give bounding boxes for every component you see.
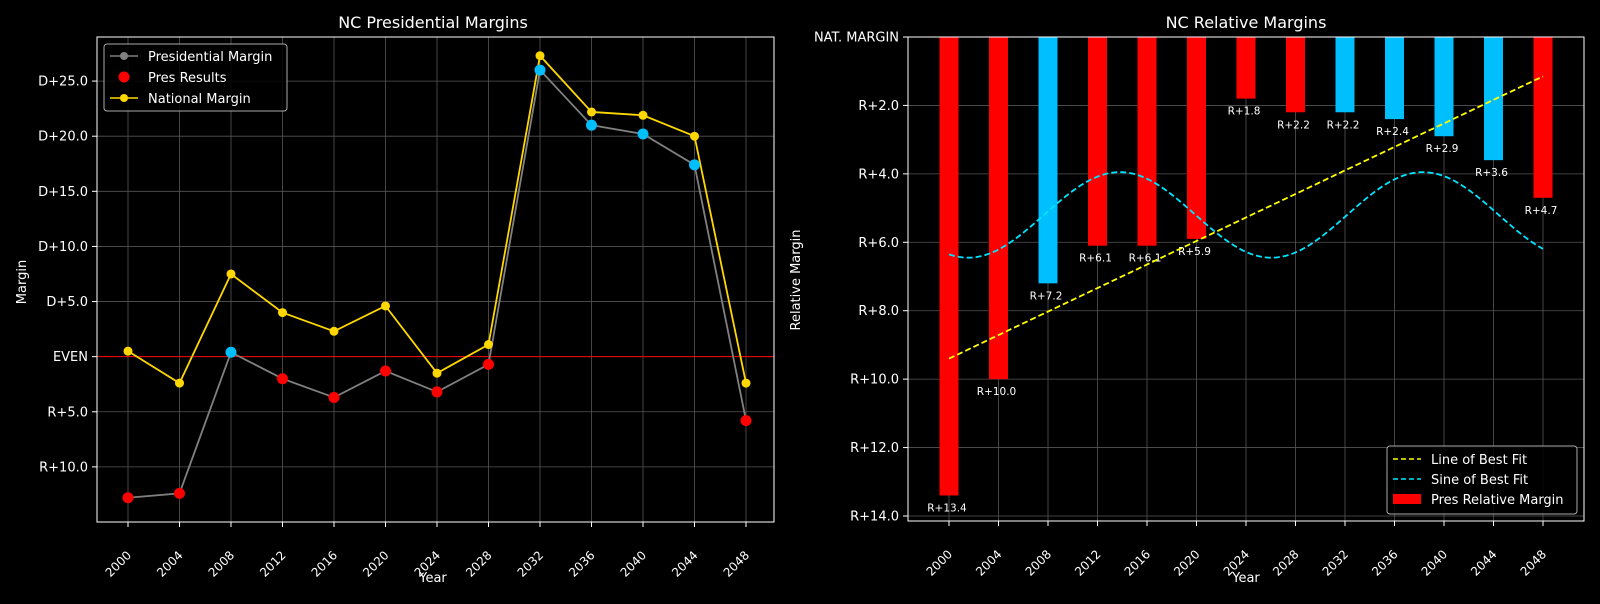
right-y-tick-label: R+6.0 bbox=[858, 236, 899, 251]
bar-data-label: R+1.8 bbox=[1228, 106, 1261, 118]
relative-margin-bar bbox=[1088, 37, 1107, 246]
left-grid bbox=[97, 37, 774, 522]
legend-label-pres-relative-margin: Pres Relative Margin bbox=[1431, 493, 1564, 508]
national-margin-point bbox=[175, 378, 184, 388]
pres-result-point bbox=[637, 128, 649, 140]
left-y-tick-label: D+15.0 bbox=[38, 185, 88, 200]
pres-result-point bbox=[277, 373, 288, 385]
bar-data-label: R+2.4 bbox=[1376, 126, 1409, 138]
bar-data-label: R+2.9 bbox=[1426, 143, 1459, 155]
right-y-tick-label: NAT. MARGIN bbox=[814, 31, 899, 46]
right-bar-labels: R+13.4 R+10.0 R+7.2 R+6.1 R+6.1 R+5.9 R+1.8 R+2… bbox=[927, 106, 1557, 515]
national-margin-point bbox=[278, 308, 287, 318]
right-bars bbox=[939, 37, 1553, 496]
left-legend: Presidential Margin Pres Results Nationa… bbox=[103, 43, 288, 112]
relative-margin-bar bbox=[1038, 37, 1058, 284]
relative-margin-bar bbox=[1187, 37, 1206, 239]
legend-marker-presidential-margin bbox=[120, 52, 128, 60]
pres-result-point bbox=[225, 346, 237, 358]
national-margin-point bbox=[587, 107, 596, 117]
bar-data-label: R+10.0 bbox=[977, 386, 1016, 398]
pres-result-point bbox=[586, 119, 597, 131]
left-series bbox=[122, 51, 752, 504]
left-y-tick-label: R+10.0 bbox=[39, 460, 88, 475]
sine-of-best-fit bbox=[948, 171, 1544, 259]
bar-data-label: R+6.1 bbox=[1079, 253, 1112, 265]
left-y-tick-label: D+10.0 bbox=[38, 240, 88, 255]
right-fit-lines bbox=[948, 75, 1544, 360]
left-y-tick-label: R+5.0 bbox=[47, 405, 88, 420]
pres-result-point bbox=[328, 391, 340, 403]
legend-label-pres-results: Pres Results bbox=[148, 71, 227, 86]
right-y-tick-label: R+8.0 bbox=[858, 304, 899, 319]
relative-margin-bar bbox=[1137, 37, 1157, 246]
bar-data-label: R+2.2 bbox=[1327, 119, 1360, 131]
national-margin-point bbox=[535, 51, 545, 61]
bar-data-label: R+7.2 bbox=[1030, 290, 1063, 302]
pres-result-point bbox=[534, 64, 546, 76]
legend-marker-pres-results bbox=[118, 71, 130, 83]
left-y-tick-label: D+20.0 bbox=[38, 130, 88, 145]
relative-margin-bar bbox=[1434, 37, 1454, 137]
left-y-tick-label: EVEN bbox=[53, 350, 88, 365]
right-y-tick-label: R+12.0 bbox=[850, 441, 899, 456]
left-axes-frame bbox=[96, 36, 775, 523]
left-y-tick-label: D+25.0 bbox=[38, 75, 88, 90]
right-y-tick-label: R+2.0 bbox=[858, 99, 899, 114]
national-margin-point bbox=[484, 340, 493, 350]
right-chart-title: NC Relative Margins bbox=[1166, 13, 1327, 32]
relative-margin-bar bbox=[1484, 37, 1503, 161]
national-margin-point bbox=[432, 368, 442, 378]
national-margin-point bbox=[123, 346, 133, 356]
left-y-axis-label: Margin bbox=[15, 260, 30, 304]
national-margin-point bbox=[741, 378, 751, 388]
relative-margin-bar bbox=[1533, 37, 1553, 198]
relative-margin-bar bbox=[1385, 37, 1404, 120]
national-margin-point bbox=[638, 110, 648, 120]
national-margin-point bbox=[329, 326, 339, 336]
pres-result-point bbox=[122, 492, 134, 504]
right-y-tick-label: R+14.0 bbox=[850, 510, 899, 525]
left-chart-title: NC Presidential Margins bbox=[338, 13, 528, 32]
right-axes-frame bbox=[907, 36, 1585, 522]
right-y-axis-label: Relative Margin bbox=[789, 230, 804, 331]
pres-result-point bbox=[380, 365, 391, 377]
right-chart: NC Relative Margins Year Relative Margin… bbox=[789, 13, 1585, 586]
right-x-axis-label: Year bbox=[1231, 571, 1260, 586]
right-legend: Line of Best Fit Sine of Best Fit Pres R… bbox=[1386, 445, 1578, 515]
bar-data-label: R+13.4 bbox=[927, 502, 967, 514]
bar-data-label: R+3.6 bbox=[1475, 167, 1508, 179]
legend-label-presidential-margin: Presidential Margin bbox=[148, 50, 272, 65]
pres-result-point bbox=[483, 358, 494, 370]
pres-result-point bbox=[174, 487, 185, 499]
bar-data-label: R+6.1 bbox=[1129, 253, 1162, 265]
legend-label-sine-of-best-fit: Sine of Best Fit bbox=[1431, 473, 1528, 488]
right-y-tick-label: R+10.0 bbox=[850, 373, 899, 388]
bar-data-label: R+2.2 bbox=[1277, 119, 1310, 131]
legend-marker-national-margin bbox=[120, 94, 128, 102]
legend-label-line-of-best-fit: Line of Best Fit bbox=[1431, 453, 1527, 468]
legend-swatch-pres-relative-margin bbox=[1393, 494, 1421, 504]
bar-data-label: R+5.9 bbox=[1178, 246, 1211, 258]
line-of-best-fit bbox=[948, 75, 1544, 360]
national-margin-point bbox=[690, 131, 699, 141]
right-y-tick-label: R+4.0 bbox=[858, 167, 899, 182]
left-legend-box bbox=[103, 43, 288, 112]
relative-margin-bar bbox=[1236, 37, 1256, 99]
legend-label-national-margin: National Margin bbox=[148, 92, 251, 107]
relative-margin-bar bbox=[1335, 37, 1355, 113]
right-legend-box bbox=[1386, 445, 1578, 515]
pres-result-point bbox=[689, 159, 700, 171]
bar-data-label: R+4.7 bbox=[1525, 205, 1558, 217]
pres-result-point bbox=[740, 415, 752, 427]
national-margin-point bbox=[381, 301, 390, 311]
left-x-axis-label: Year bbox=[418, 571, 447, 586]
national-margin-point bbox=[226, 269, 236, 279]
left-y-tick-label: D+5.0 bbox=[46, 295, 88, 310]
relative-margin-bar bbox=[1286, 37, 1305, 113]
pres-result-point bbox=[431, 386, 443, 398]
relative-margin-bar bbox=[939, 37, 959, 496]
relative-margin-bar bbox=[989, 37, 1008, 380]
